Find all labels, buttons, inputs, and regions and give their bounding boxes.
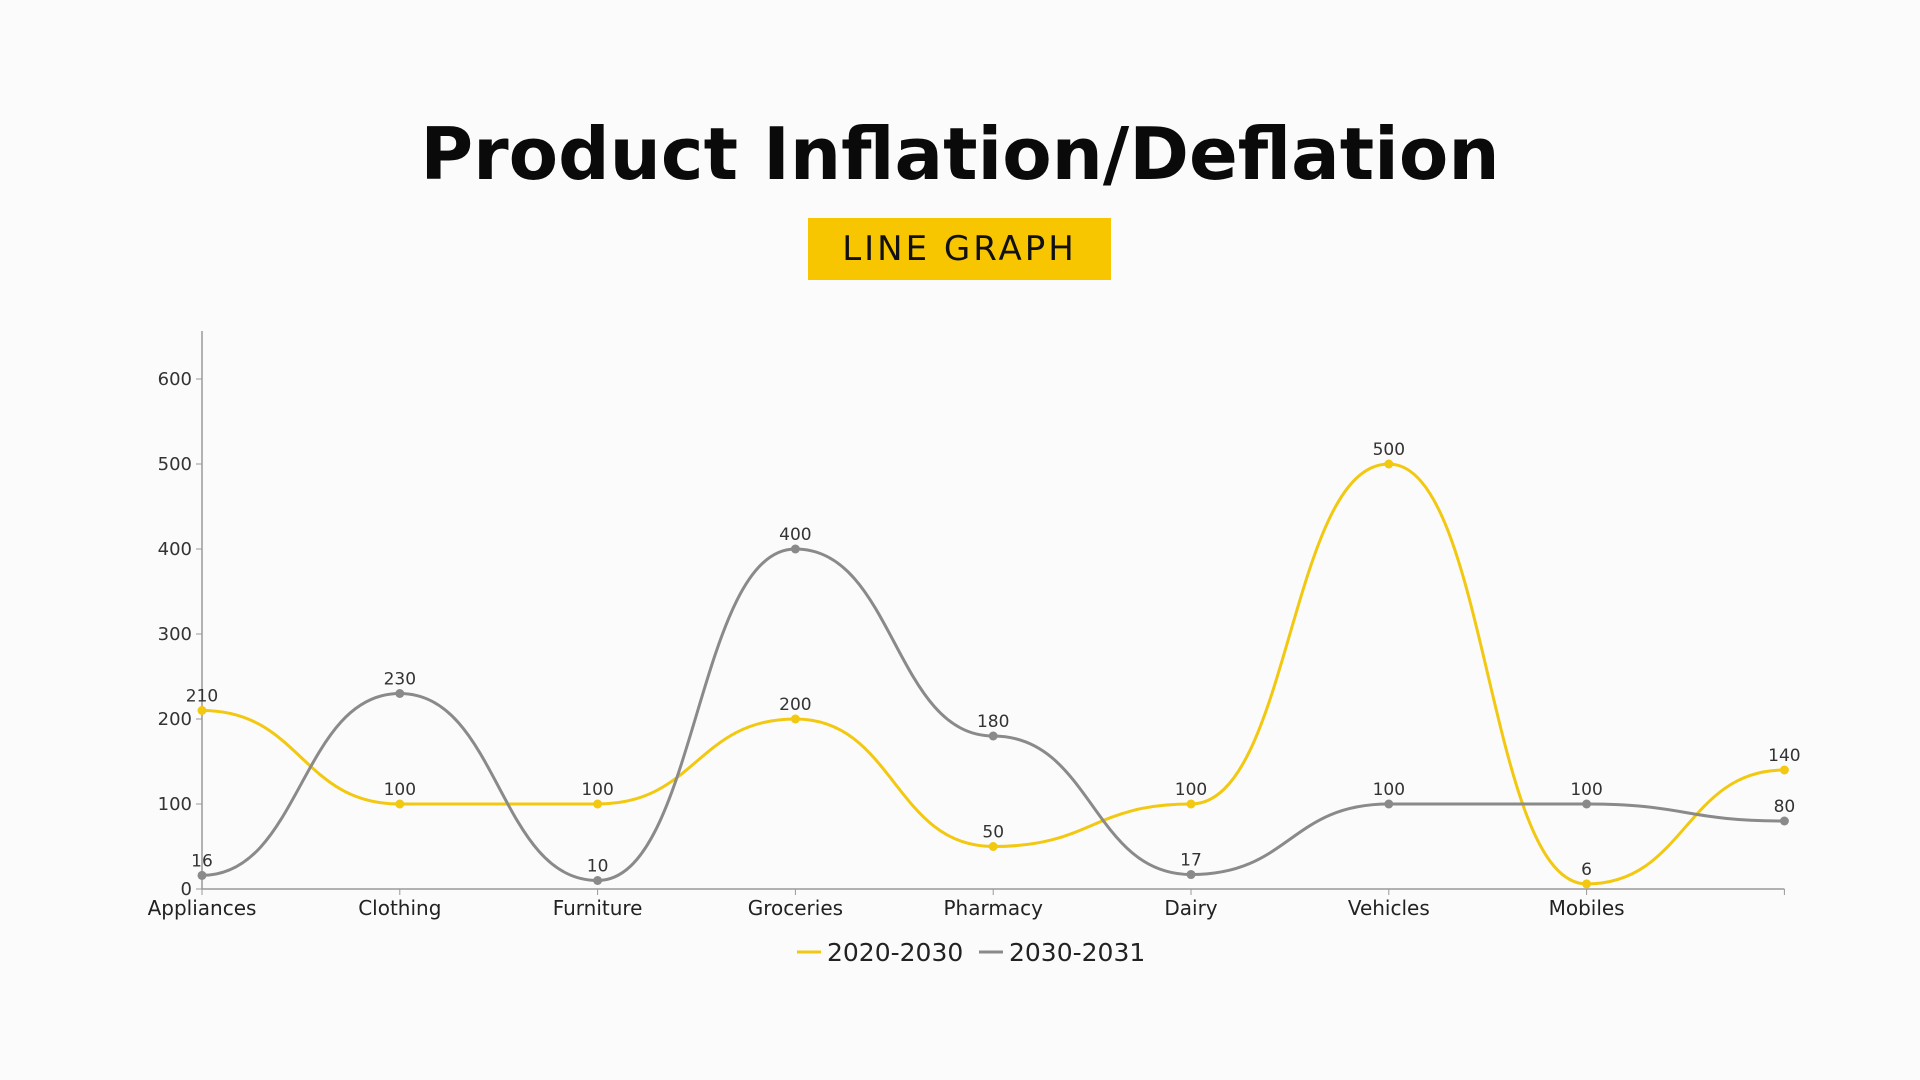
data-point: [197, 870, 207, 880]
data-point: [1384, 799, 1394, 809]
data-point: [593, 876, 603, 885]
data-label: 180: [977, 712, 1009, 732]
data-label: 400: [779, 525, 811, 545]
data-label: 200: [779, 695, 811, 715]
data-point: [197, 706, 207, 715]
data-label: 100: [1175, 780, 1207, 800]
data-point: [395, 799, 405, 809]
data-point: [988, 842, 998, 851]
data-point: [790, 544, 800, 554]
data-point: [1186, 799, 1196, 809]
x-tick-label: Mobiles: [1549, 896, 1625, 920]
data-label: 100: [1373, 780, 1405, 800]
x-tick-label: Appliances: [148, 896, 257, 920]
data-label: 10: [587, 857, 609, 877]
x-tick-label: Clothing: [358, 896, 441, 920]
data-point: [790, 714, 800, 724]
data-point: [1582, 879, 1592, 889]
x-tick-label: Groceries: [748, 896, 843, 920]
data-point: [988, 731, 998, 741]
data-label: 210: [186, 687, 218, 707]
data-label: 17: [1180, 851, 1202, 871]
x-tick-label: Furniture: [553, 896, 643, 920]
data-point: [395, 689, 405, 698]
data-point: [1582, 799, 1592, 809]
data-label: 50: [982, 823, 1004, 843]
data-label: 500: [1373, 440, 1405, 460]
data-point: [593, 799, 603, 809]
legend-label: 2020-2030: [827, 938, 963, 967]
data-label: 6: [1581, 860, 1592, 880]
data-label: 100: [384, 780, 416, 800]
y-tick-label: 500: [158, 454, 192, 475]
data-point: [1779, 816, 1789, 826]
x-tick-label: Dairy: [1164, 896, 1217, 920]
data-label: 16: [191, 851, 213, 871]
y-tick-label: 400: [158, 539, 192, 560]
series-line-2020-2030: [201, 462, 1785, 886]
y-tick-label: 200: [158, 709, 192, 730]
y-tick-label: 0: [181, 879, 192, 900]
legend-label: 2030-2031: [1009, 938, 1145, 967]
series-line-2030-2031: [201, 547, 1785, 883]
y-tick-label: 100: [158, 794, 192, 815]
data-label: 100: [581, 780, 613, 800]
data-point: [1779, 765, 1789, 775]
data-point: [1384, 459, 1394, 469]
y-tick-label: 300: [158, 624, 192, 645]
y-tick-label: 600: [158, 369, 192, 390]
data-label: 80: [1774, 797, 1796, 817]
subtitle-badge: LINE GRAPH: [808, 218, 1111, 280]
data-label: 140: [1768, 746, 1800, 766]
chart-title: Product Inflation/Deflation: [420, 112, 1500, 196]
data-point: [1186, 870, 1196, 880]
x-tick-label: Pharmacy: [943, 896, 1043, 920]
data-label: 100: [1570, 780, 1602, 800]
data-label: 230: [384, 670, 416, 690]
x-tick-label: Vehicles: [1348, 896, 1430, 920]
